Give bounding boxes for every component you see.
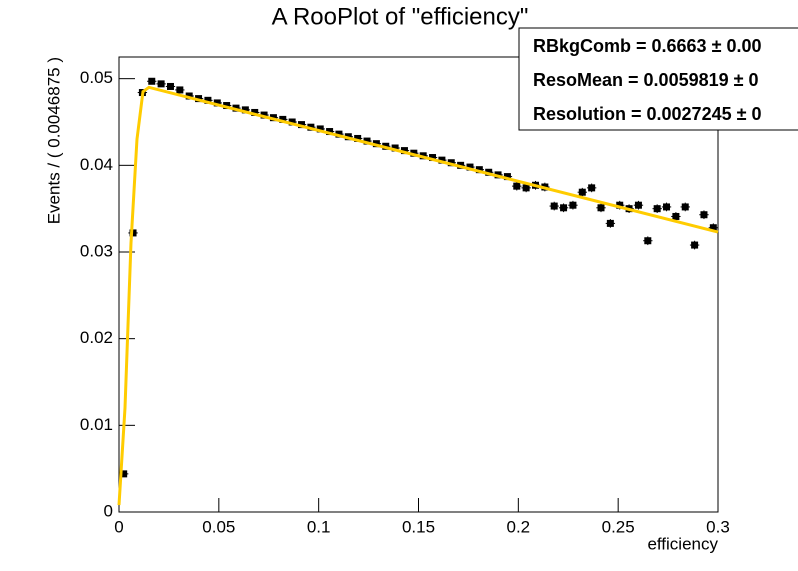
fit-curve	[117, 85, 719, 506]
data-point	[213, 99, 221, 107]
y-tick-label: 0.03	[80, 241, 113, 260]
data-point	[148, 77, 156, 85]
data-point	[363, 137, 371, 145]
data-point	[681, 203, 689, 211]
data-point	[691, 241, 699, 249]
data-point	[569, 201, 577, 209]
y-tick-label: 0.01	[80, 415, 113, 434]
x-tick-label: 0	[114, 517, 123, 536]
data-point	[326, 128, 334, 136]
y-tick-label: 0.05	[80, 68, 113, 87]
data-point	[597, 204, 605, 212]
data-point	[251, 108, 259, 116]
data-point	[166, 82, 174, 90]
x-tick-label: 0.1	[307, 517, 331, 536]
y-tick-label: 0.02	[80, 328, 113, 347]
stats-text: RBkgComb = 0.6663 ± 0.00	[533, 36, 761, 56]
data-point	[429, 154, 437, 162]
data-point	[663, 203, 671, 211]
data-point	[634, 201, 642, 209]
data-point	[391, 144, 399, 152]
data-point	[578, 188, 586, 196]
data-point	[279, 115, 287, 123]
data-point	[466, 163, 474, 171]
data-point	[709, 224, 717, 232]
data-point	[560, 204, 568, 212]
data-point	[606, 219, 614, 227]
stats-text: Resolution = 0.0027245 ± 0	[533, 104, 762, 124]
data-point	[700, 211, 708, 219]
data-point	[316, 125, 324, 133]
data-point	[120, 470, 128, 478]
data-point	[653, 205, 661, 213]
x-tick-label: 0.25	[602, 517, 635, 536]
y-tick-label: 0	[104, 501, 113, 520]
data-point	[185, 92, 193, 100]
plot-area: 0 0.05 0.1 0.15 0.2 0.25 0.3 0 0.01 0.02 0.03 0.04 0…	[80, 68, 730, 536]
data-point	[475, 166, 483, 174]
data-point	[644, 237, 652, 245]
data-point	[588, 184, 596, 192]
data-point	[522, 184, 530, 192]
data-point	[438, 156, 446, 164]
data-point	[513, 182, 521, 190]
x-axis-label: efficiency	[647, 534, 718, 553]
y-axis-label: Events / ( 0.0046875 )	[44, 57, 63, 224]
x-tick-label: 0.3	[706, 517, 730, 536]
data-point	[176, 86, 184, 94]
data-point	[354, 134, 362, 142]
x-tick-label: 0.05	[202, 517, 235, 536]
stats-text: ResoMean = 0.0059819 ± 0	[533, 70, 759, 90]
data-point	[672, 212, 680, 220]
y-tick-label: 0.04	[80, 155, 113, 174]
data-point	[204, 96, 212, 104]
data-point	[400, 147, 408, 155]
stats-box	[518, 27, 798, 131]
data-point	[241, 106, 249, 114]
data-point	[157, 80, 165, 88]
x-tick-label: 0.2	[507, 517, 531, 536]
data-point	[550, 202, 558, 210]
chart-title: A RooPlot of "efficiency"	[272, 3, 529, 30]
data-point	[223, 102, 231, 110]
data-point	[288, 118, 296, 126]
data-point	[503, 173, 511, 181]
x-tick-label: 0.15	[402, 517, 435, 536]
data-point	[616, 201, 624, 209]
